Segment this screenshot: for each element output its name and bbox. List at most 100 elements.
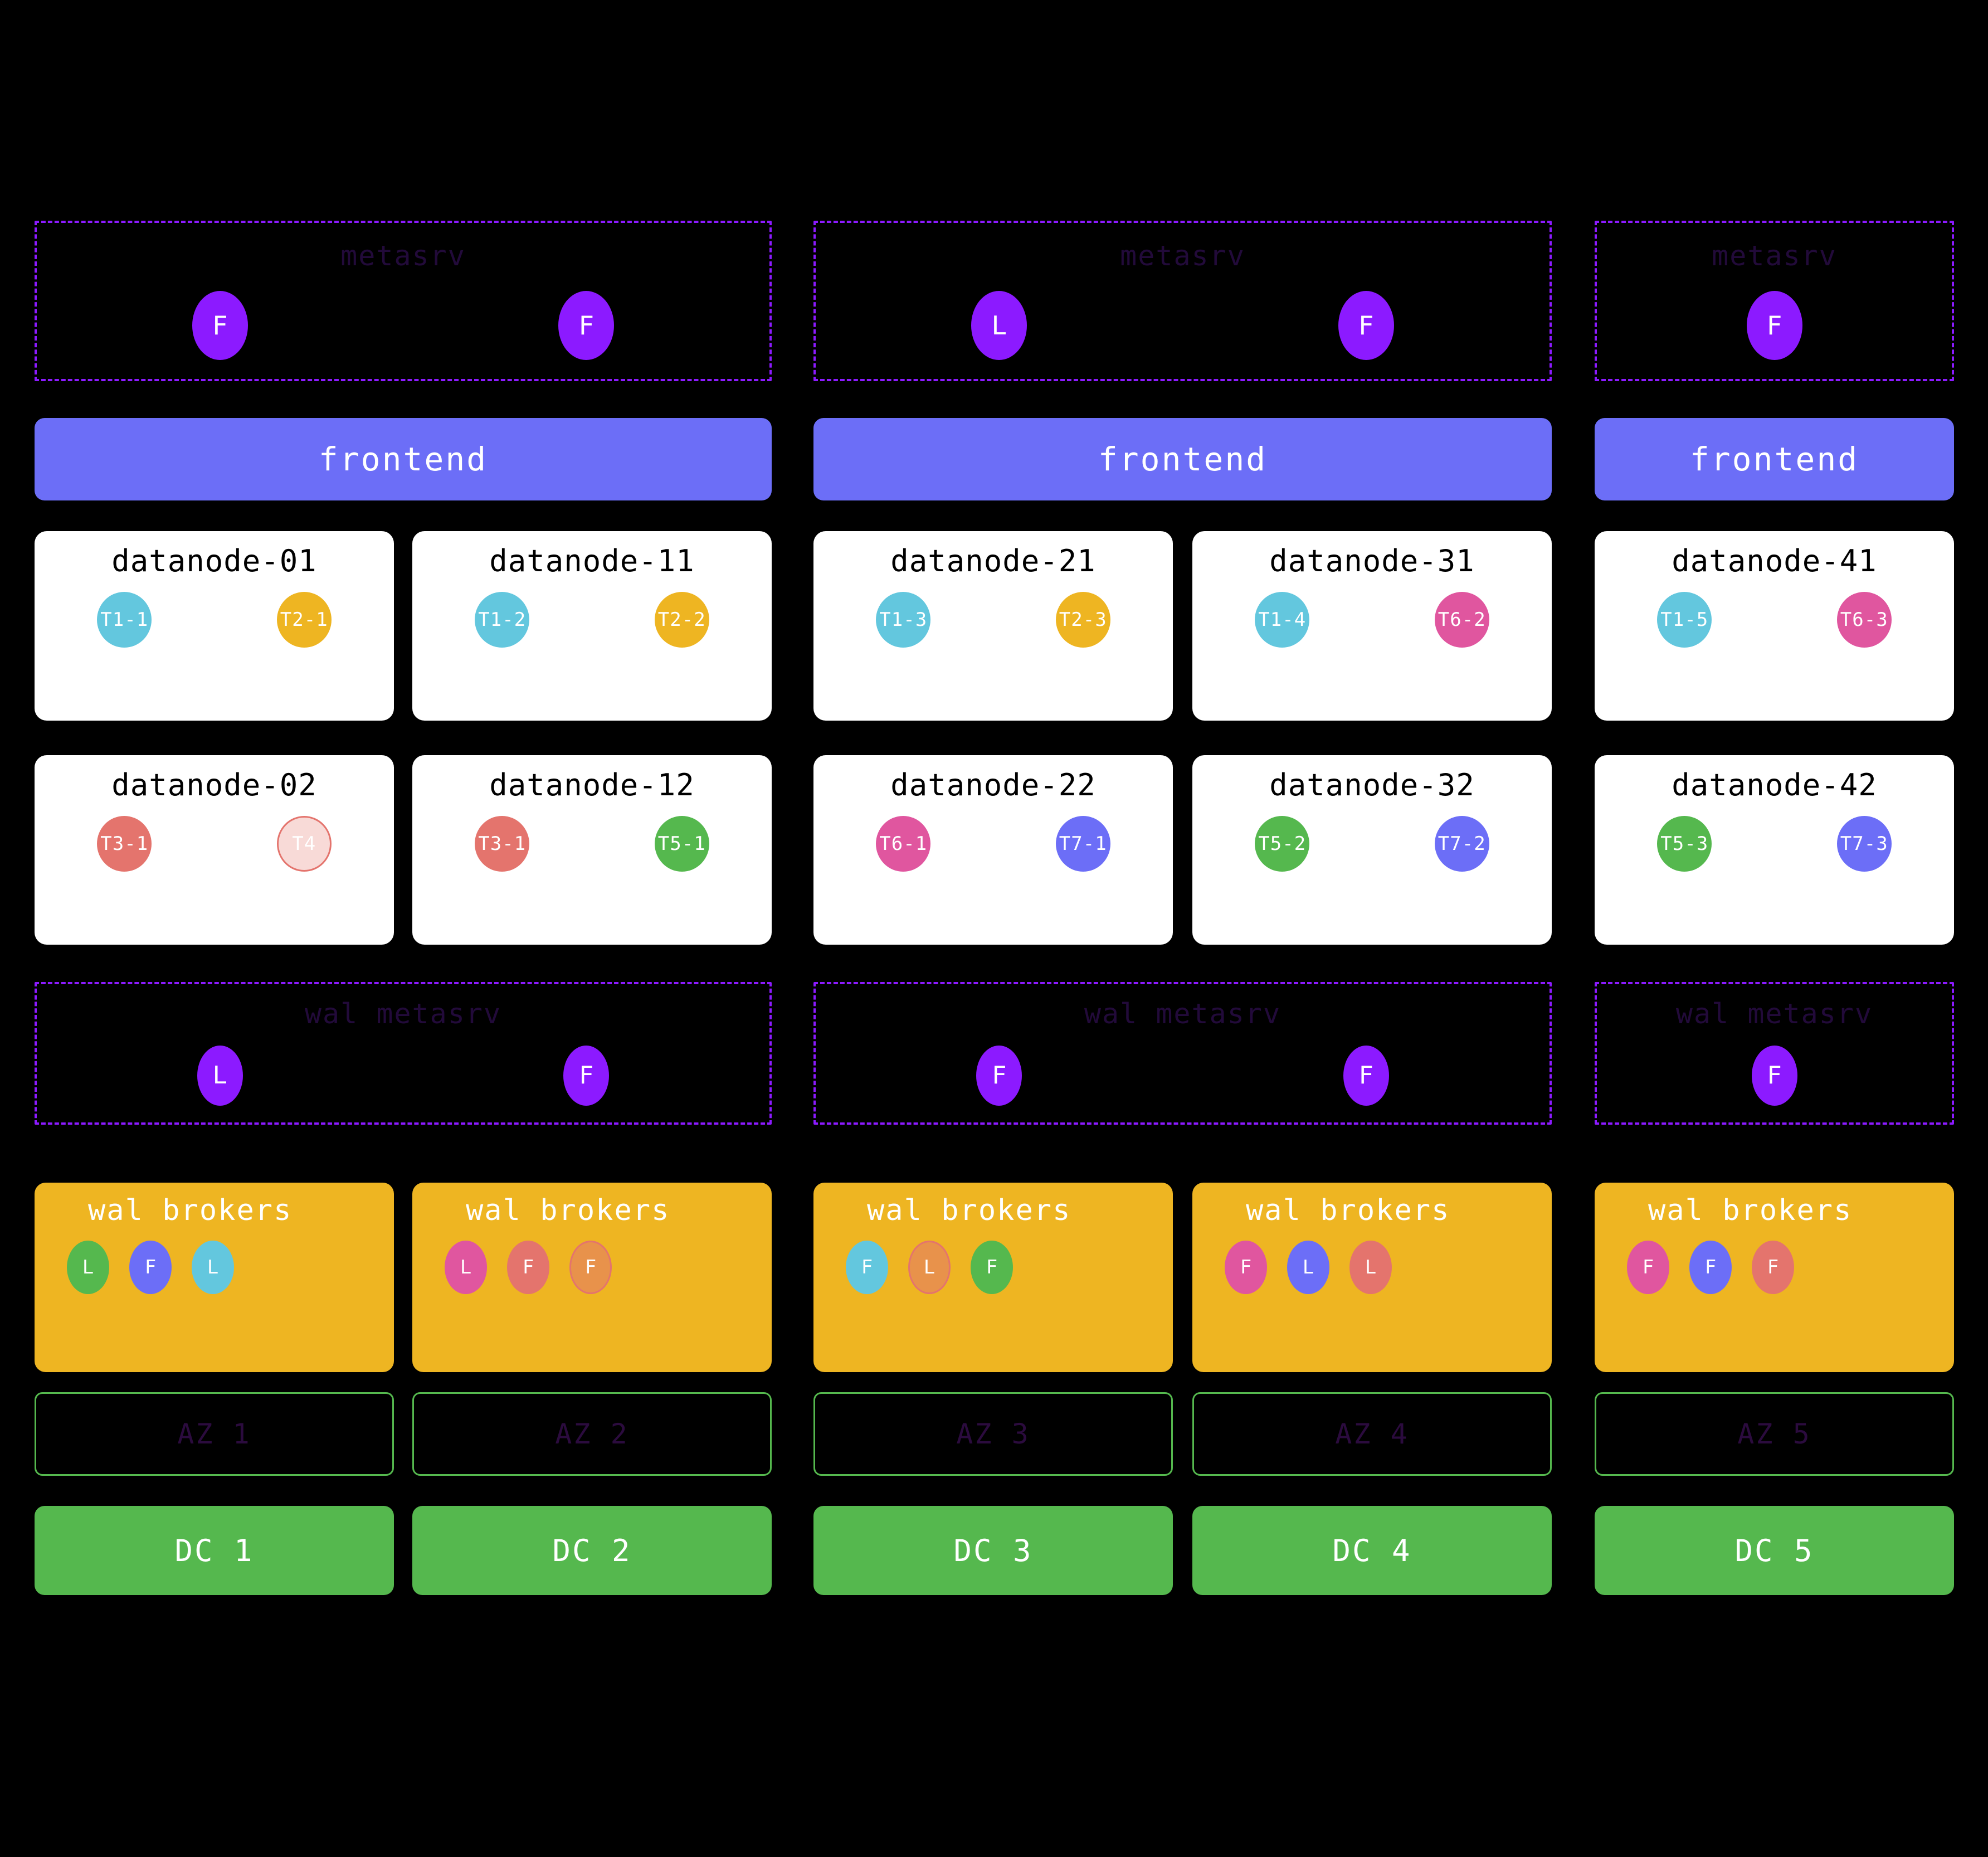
wal-metasrv-node[interactable]: L [197,1046,243,1106]
wal-brokers-panel[interactable]: wal brokers L F L [35,1183,394,1372]
wal-brokers-panel[interactable]: wal brokers F F F [1595,1183,1954,1372]
region-node[interactable]: T1-5 [1657,591,1712,648]
wal-broker-node[interactable]: F [971,1241,1013,1294]
availability-zone-box[interactable]: AZ 3 [813,1392,1173,1476]
availability-zone-box[interactable]: AZ 1 [35,1392,394,1476]
wal-metasrv-group-label: wal metasrv [1084,998,1282,1030]
region-node[interactable]: T3-1 [475,815,530,872]
wal-broker-node[interactable]: F [1225,1241,1267,1294]
metasrv-group-label: metasrv [1120,240,1245,272]
region-node[interactable]: T1-3 [876,591,931,648]
region-node[interactable]: T7-1 [1055,815,1110,872]
wal-broker-node[interactable]: F [129,1241,172,1294]
region-node[interactable]: T2-2 [654,591,709,648]
wal-broker-node[interactable]: F [507,1241,549,1294]
wal-broker-node[interactable]: F [846,1241,888,1294]
region-node[interactable]: T7-3 [1836,815,1892,872]
region-node[interactable]: T6-2 [1434,591,1489,648]
datanode-card[interactable]: datanode-01 T1-1 T2-1 [35,531,394,721]
wal-broker-node[interactable]: F [1689,1241,1732,1294]
datanode-region-row: T5-3 T7-3 [1595,815,1954,872]
region-node[interactable]: T1-4 [1255,591,1310,648]
datanode-card[interactable]: datanode-31 T1-4 T6-2 [1192,531,1552,721]
region-node[interactable]: T6-1 [876,815,931,872]
wal-metasrv-group: wal metasrv L F [35,982,772,1125]
datanode-title: datanode-11 [489,543,695,579]
region-node[interactable]: T5-3 [1657,815,1712,872]
wal-broker-node[interactable]: L [192,1241,234,1294]
metasrv-group: metasrv L F [813,221,1552,381]
wal-brokers-panel[interactable]: wal brokers L F F [412,1183,772,1372]
wal-broker-node[interactable]: F [569,1241,612,1294]
datacenter-box[interactable]: DC 2 [412,1506,772,1595]
metasrv-node[interactable]: F [1746,291,1802,360]
wal-metasrv-node[interactable]: F [1751,1046,1797,1106]
wal-metasrv-node[interactable]: F [976,1046,1022,1106]
datanode-card[interactable]: datanode-12 T3-1 T5-1 [412,755,772,945]
wal-broker-node[interactable]: L [445,1241,487,1294]
region-node[interactable]: T5-1 [654,815,709,872]
wal-broker-node[interactable]: F [1752,1241,1794,1294]
metasrv-group-label: metasrv [1712,240,1837,272]
datanode-title: datanode-02 [111,767,317,803]
wal-brokers-title: wal brokers [1246,1194,1450,1227]
datanode-card[interactable]: datanode-42 T5-3 T7-3 [1595,755,1954,945]
frontend-bar[interactable]: frontend [35,418,772,500]
wal-broker-node[interactable]: F [1627,1241,1669,1294]
datanode-card[interactable]: datanode-11 T1-2 T2-2 [412,531,772,721]
metasrv-group: metasrv F F [35,221,772,381]
frontend-bar[interactable]: frontend [813,418,1552,500]
metasrv-node[interactable]: F [192,291,248,360]
wal-brokers-panel[interactable]: wal brokers F L F [813,1183,1173,1372]
datanode-card[interactable]: datanode-21 T1-3 T2-3 [813,531,1173,721]
wal-broker-node[interactable]: L [1287,1241,1329,1294]
wal-metasrv-node[interactable]: F [1343,1046,1389,1106]
datanode-card[interactable]: datanode-32 T5-2 T7-2 [1192,755,1552,945]
metasrv-node[interactable]: F [1338,291,1394,360]
wal-brokers-panel[interactable]: wal brokers F L L [1192,1183,1552,1372]
region-node[interactable]: T2-1 [276,591,332,648]
datacenter-box[interactable]: DC 5 [1595,1506,1954,1595]
region-node[interactable]: T5-2 [1255,815,1310,872]
metasrv-group: metasrv F [1595,221,1954,381]
metasrv-group-label: metasrv [340,240,466,272]
wal-metasrv-node[interactable]: F [563,1046,610,1106]
datanode-card[interactable]: datanode-22 T6-1 T7-1 [813,755,1173,945]
availability-zone-box[interactable]: AZ 4 [1192,1392,1552,1476]
datacenter-box[interactable]: DC 1 [35,1506,394,1595]
datanode-region-row: T6-1 T7-1 [813,815,1173,872]
region-node[interactable]: T4 [276,815,332,872]
region-node[interactable]: T2-3 [1055,591,1110,648]
metasrv-node-row: F [1597,291,1952,360]
wal-broker-node[interactable]: L [67,1241,109,1294]
datanode-region-row: T3-1 T4 [35,815,394,872]
availability-zone-box[interactable]: AZ 2 [412,1392,772,1476]
wal-metasrv-group: wal metasrv F F [813,982,1552,1125]
availability-zone-box[interactable]: AZ 5 [1595,1392,1954,1476]
wal-broker-node[interactable]: L [908,1241,951,1294]
frontend-bar[interactable]: frontend [1595,418,1954,500]
region-node[interactable]: T7-2 [1434,815,1489,872]
datanode-card[interactable]: datanode-02 T3-1 T4 [35,755,394,945]
datacenter-box[interactable]: DC 3 [813,1506,1173,1595]
region-node[interactable]: T1-2 [475,591,530,648]
datanode-title: datanode-12 [489,767,695,803]
metasrv-node[interactable]: L [971,291,1027,360]
metasrv-node[interactable]: F [558,291,615,360]
datacenter-box[interactable]: DC 4 [1192,1506,1552,1595]
datanode-card[interactable]: datanode-41 T1-5 T6-3 [1595,531,1954,721]
region-node[interactable]: T3-1 [97,815,152,872]
wal-metasrv-group-label: wal metasrv [304,998,502,1030]
wal-broker-node[interactable]: L [1349,1241,1392,1294]
region-node[interactable]: T6-3 [1836,591,1892,648]
datanode-title: datanode-32 [1269,767,1475,803]
region-node[interactable]: T1-1 [97,591,152,648]
